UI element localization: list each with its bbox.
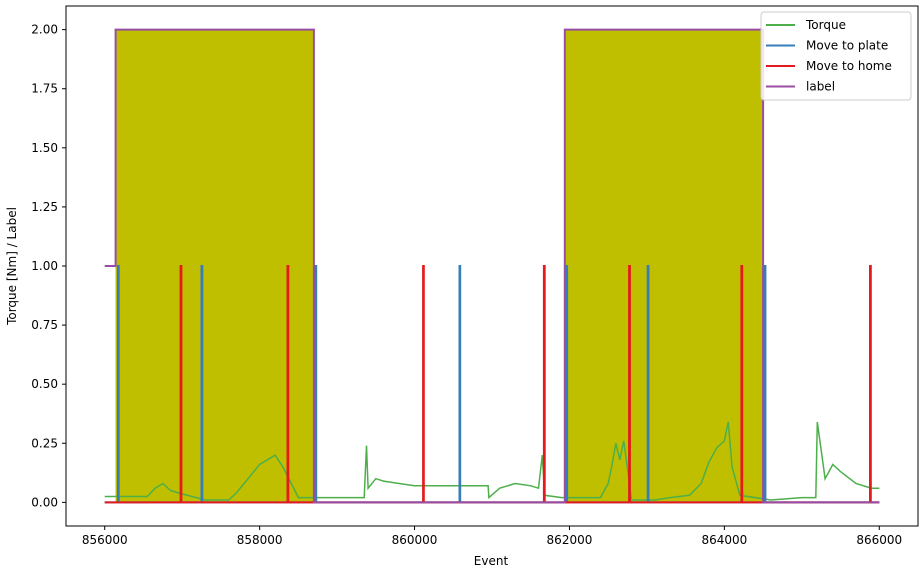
series-torque bbox=[104, 421, 880, 501]
legend-box bbox=[760, 11, 912, 101]
legend-label: Torque bbox=[805, 18, 846, 32]
x-axis: 856000 858000 860000 862000 864000 866000 bbox=[82, 526, 902, 547]
label-region-1 bbox=[115, 29, 314, 503]
y-tick-label: 2.00 bbox=[31, 23, 58, 37]
y-axis-label: Torque [Nm] / Label bbox=[5, 207, 19, 326]
y-tick-label: 0.00 bbox=[31, 495, 58, 509]
x-tick-label: 858000 bbox=[237, 533, 283, 547]
x-axis-label: Event bbox=[474, 554, 509, 568]
y-tick-label: 0.50 bbox=[31, 377, 58, 391]
series-label bbox=[104, 28, 880, 504]
y-tick-label: 1.75 bbox=[31, 82, 58, 96]
x-tick-label: 864000 bbox=[701, 533, 747, 547]
y-tick-label: 1.00 bbox=[31, 259, 58, 273]
legend-label: Move to plate bbox=[806, 39, 888, 53]
legend-label: label bbox=[806, 80, 835, 94]
x-tick-label: 866000 bbox=[856, 533, 902, 547]
y-tick-label: 0.75 bbox=[31, 318, 58, 332]
x-tick-label: 860000 bbox=[392, 533, 438, 547]
legend-label: Move to home bbox=[806, 59, 892, 73]
y-tick-label: 0.25 bbox=[31, 436, 58, 450]
label-region-2 bbox=[564, 29, 764, 503]
y-tick-label: 1.25 bbox=[31, 200, 58, 214]
legend: Torque Move to plate Move to home label bbox=[760, 11, 912, 101]
x-tick-label: 856000 bbox=[82, 533, 128, 547]
y-axis: 0.00 0.25 0.50 0.75 1.00 1.25 1.50 1.75 2.00 bbox=[31, 23, 66, 509]
plot-contents bbox=[104, 28, 880, 504]
plot-area bbox=[65, 5, 919, 527]
x-tick-label: 862000 bbox=[547, 533, 593, 547]
y-tick-label: 1.50 bbox=[31, 141, 58, 155]
